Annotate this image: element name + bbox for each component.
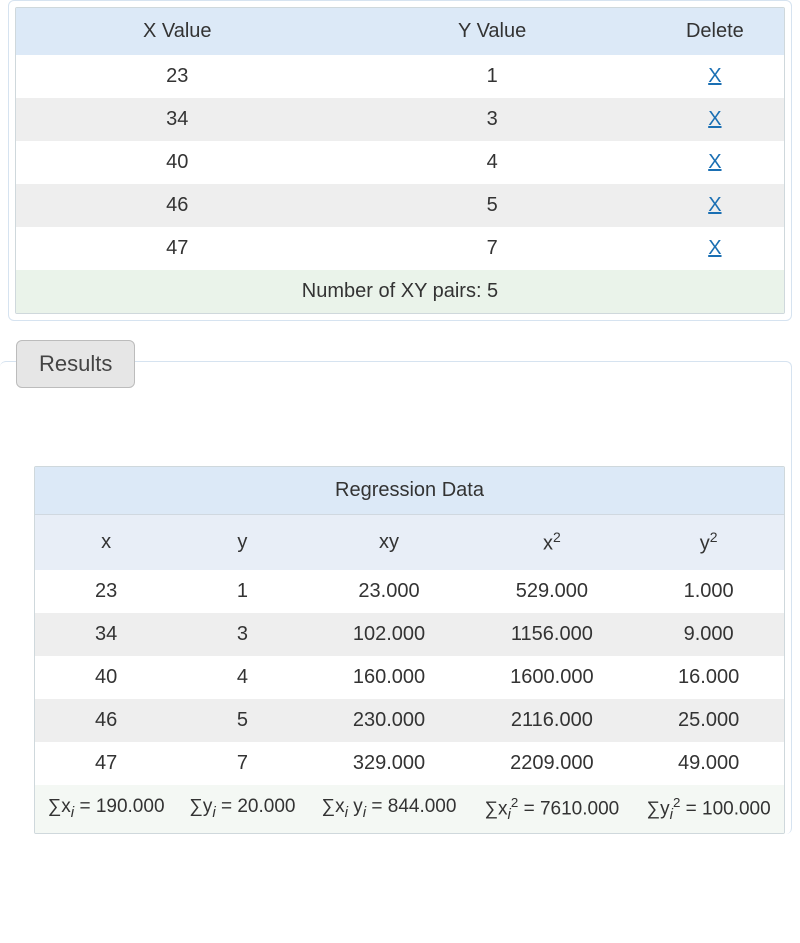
cell-x2: 1600.000	[470, 656, 633, 699]
sum-y: ∑yi = 20.000	[177, 785, 307, 833]
cell-x: 23	[35, 570, 177, 613]
xy-data-table: X Value Y Value Delete 23 1 X 34 3 X 40	[16, 8, 784, 313]
cell-y: 7	[177, 742, 307, 785]
cell-x2: 529.000	[470, 570, 633, 613]
delete-row-button[interactable]: X	[708, 65, 721, 87]
cell-x: 47	[16, 227, 339, 270]
pair-count-row: Number of XY pairs: 5	[16, 270, 784, 313]
col-header-x: X Value	[16, 8, 339, 55]
col-header-y: y	[177, 515, 307, 570]
cell-xy: 329.000	[308, 742, 471, 785]
cell-y: 1	[177, 570, 307, 613]
table-row: 40 4 X	[16, 141, 784, 184]
cell-y2: 1.000	[633, 570, 784, 613]
cell-x2: 2116.000	[470, 699, 633, 742]
col-header-x: x	[35, 515, 177, 570]
col-header-x2: x2	[470, 515, 633, 570]
cell-x: 40	[16, 141, 339, 184]
cell-y2: 16.000	[633, 656, 784, 699]
cell-x: 40	[35, 656, 177, 699]
cell-y: 3	[339, 98, 646, 141]
table-row: 23 1 X	[16, 55, 784, 98]
data-entry-panel: X Value Y Value Delete 23 1 X 34 3 X 40	[8, 0, 792, 321]
cell-xy: 230.000	[308, 699, 471, 742]
regression-table-wrap: Regression Data x y xy x2 y2 23 1 23.000…	[34, 466, 785, 834]
cell-x: 34	[16, 98, 339, 141]
cell-y: 5	[177, 699, 307, 742]
pair-count-label: Number of XY pairs: 5	[16, 270, 784, 313]
cell-y: 3	[177, 613, 307, 656]
table-row: 23 1 23.000 529.000 1.000	[35, 570, 784, 613]
data-entry-table-wrap: X Value Y Value Delete 23 1 X 34 3 X 40	[15, 7, 785, 314]
cell-x2: 2209.000	[470, 742, 633, 785]
delete-row-button[interactable]: X	[708, 237, 721, 259]
cell-y: 4	[177, 656, 307, 699]
table-row: 34 3 102.000 1156.000 9.000	[35, 613, 784, 656]
sum-x2: ∑xi2 = 7610.000	[470, 785, 633, 833]
col-header-y: Y Value	[339, 8, 646, 55]
cell-xy: 160.000	[308, 656, 471, 699]
col-header-xy: xy	[308, 515, 471, 570]
cell-x: 47	[35, 742, 177, 785]
results-panel: Results Regression Data x y xy x2 y2 23 …	[0, 361, 792, 834]
cell-x: 23	[16, 55, 339, 98]
regression-table: Regression Data x y xy x2 y2 23 1 23.000…	[35, 467, 784, 833]
table-row: 46 5 230.000 2116.000 25.000	[35, 699, 784, 742]
results-tab[interactable]: Results	[16, 340, 135, 388]
cell-x: 46	[35, 699, 177, 742]
sums-row: ∑xi = 190.000 ∑yi = 20.000 ∑xi yi = 844.…	[35, 785, 784, 833]
table-row: 40 4 160.000 1600.000 16.000	[35, 656, 784, 699]
delete-row-button[interactable]: X	[708, 151, 721, 173]
cell-xy: 23.000	[308, 570, 471, 613]
sum-xy: ∑xi yi = 844.000	[308, 785, 471, 833]
cell-xy: 102.000	[308, 613, 471, 656]
table-row: 47 7 329.000 2209.000 49.000	[35, 742, 784, 785]
cell-y: 4	[339, 141, 646, 184]
sum-x: ∑xi = 190.000	[35, 785, 177, 833]
cell-y2: 25.000	[633, 699, 784, 742]
cell-y: 1	[339, 55, 646, 98]
cell-x2: 1156.000	[470, 613, 633, 656]
table-row: 34 3 X	[16, 98, 784, 141]
table-row: 46 5 X	[16, 184, 784, 227]
cell-y: 5	[339, 184, 646, 227]
cell-y2: 9.000	[633, 613, 784, 656]
cell-x: 34	[35, 613, 177, 656]
table-row: 47 7 X	[16, 227, 784, 270]
col-header-y2: y2	[633, 515, 784, 570]
sum-y2: ∑yi2 = 100.000	[633, 785, 784, 833]
regression-title: Regression Data	[35, 467, 784, 515]
col-header-delete: Delete	[646, 8, 784, 55]
delete-row-button[interactable]: X	[708, 108, 721, 130]
cell-y: 7	[339, 227, 646, 270]
cell-y2: 49.000	[633, 742, 784, 785]
delete-row-button[interactable]: X	[708, 194, 721, 216]
cell-x: 46	[16, 184, 339, 227]
